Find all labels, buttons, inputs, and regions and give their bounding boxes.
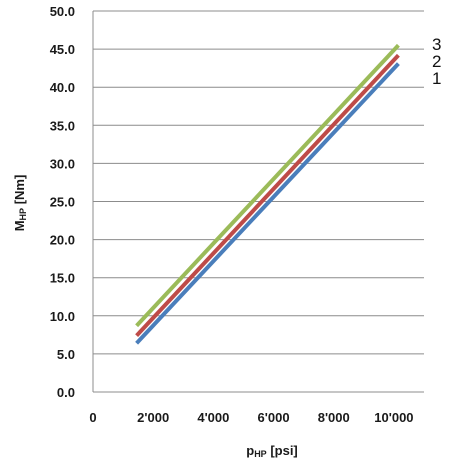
series-label-1: 1 [432,69,441,88]
x-tick-label: 10'000 [374,410,413,425]
series-lines [135,43,400,345]
y-tick-label: 35.0 [50,118,75,133]
series-line-2 [135,53,400,337]
y-tick-label: 45.0 [50,42,75,57]
y-tick-label: 10.0 [50,309,75,324]
series-line-3 [135,43,400,328]
x-tick-label: 8'000 [318,410,350,425]
x-tick-label: 6'000 [258,410,290,425]
y-tick-labels: 0.0 5.0 10.0 15.0 20.0 25.0 30.0 35.0 40.0 45.0 50… [50,4,75,400]
y-tick-label: 30.0 [50,156,75,171]
series-labels: 123 [432,35,441,88]
y-axis-title: MHP [Nm] [12,175,28,232]
series-label-2: 2 [432,52,441,71]
x-tick-label: 4'000 [197,410,229,425]
series-label-3: 3 [432,35,441,54]
y-tick-label: 20.0 [50,233,75,248]
y-tick-label: 15.0 [50,271,75,286]
y-tick-label: 25.0 [50,195,75,210]
x-axis-title: pHP [psi] [246,443,298,459]
x-tick-label: 0 [89,410,96,425]
series-line-1 [135,62,400,345]
x-tick-label: 2'000 [137,410,169,425]
y-tick-label: 0.0 [57,385,75,400]
y-tick-label: 40.0 [50,80,75,95]
y-tick-label: 5.0 [57,347,75,362]
axes [92,11,424,393]
grid-lines [93,10,424,355]
y-tick-label: 50.0 [50,4,75,19]
x-tick-labels: 0 2'000 4'000 6'000 8'000 10'000 [89,410,413,425]
